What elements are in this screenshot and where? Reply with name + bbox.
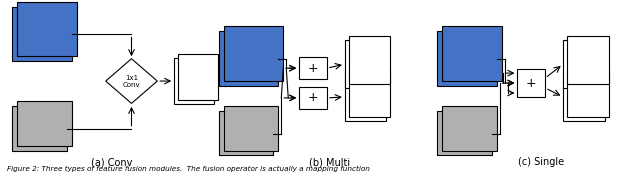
Bar — [567, 36, 609, 84]
Bar — [349, 36, 390, 84]
Bar — [567, 69, 609, 117]
Bar — [563, 40, 605, 88]
Polygon shape — [106, 59, 157, 103]
Bar — [174, 58, 214, 104]
Bar — [345, 73, 387, 121]
Bar — [12, 7, 72, 61]
Bar — [442, 27, 502, 81]
Bar — [299, 87, 327, 109]
Bar — [219, 32, 278, 86]
Text: 1x1
Conv: 1x1 Conv — [123, 75, 140, 87]
Bar — [517, 69, 545, 97]
Bar — [437, 111, 492, 155]
Bar — [345, 40, 387, 88]
Text: (b) Multi: (b) Multi — [309, 157, 351, 167]
Bar — [224, 106, 278, 150]
Text: (a) Conv: (a) Conv — [91, 157, 132, 167]
Text: +: + — [526, 77, 536, 90]
Bar — [349, 69, 390, 117]
Bar — [219, 111, 273, 155]
Text: +: + — [308, 62, 318, 75]
Bar — [178, 54, 218, 100]
Bar — [17, 101, 72, 146]
Bar — [437, 32, 497, 86]
Text: +: + — [308, 91, 318, 104]
Bar — [563, 73, 605, 121]
Bar — [299, 57, 327, 79]
Bar — [17, 2, 77, 56]
Bar — [12, 106, 67, 150]
Text: Figure 2: Three types of feature fusion modules.  The fusion operator is actuall: Figure 2: Three types of feature fusion … — [8, 166, 371, 172]
Bar — [442, 106, 497, 150]
Bar — [224, 27, 284, 81]
Text: (c) Single: (c) Single — [518, 157, 564, 167]
